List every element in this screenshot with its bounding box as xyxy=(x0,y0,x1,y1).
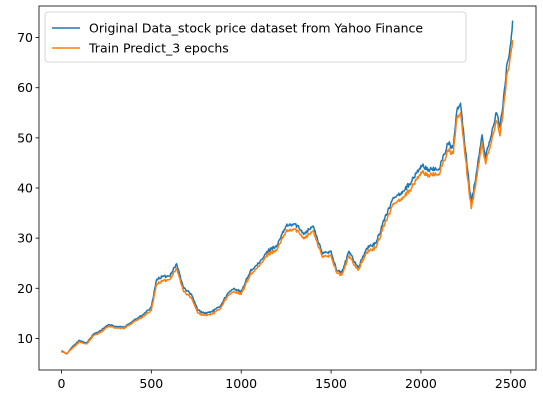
x-tick-label: 1000 xyxy=(225,376,257,391)
x-tick-label: 2000 xyxy=(405,376,437,391)
y-tick-label: 40 xyxy=(17,181,33,196)
x-axis-ticks: 0 500 1000 1500 2000 2500 xyxy=(57,370,527,391)
y-tick-label: 20 xyxy=(17,281,33,296)
y-tick-label: 30 xyxy=(17,231,33,246)
y-tick-label: 70 xyxy=(17,30,33,45)
legend-label-original-data: Original Data_stock price dataset from Y… xyxy=(89,21,423,36)
x-tick-label: 0 xyxy=(57,376,65,391)
legend-box xyxy=(44,11,467,63)
legend: Original Data_stock price dataset from Y… xyxy=(44,11,467,63)
y-axis-ticks: 10 20 30 40 50 60 70 xyxy=(17,30,39,346)
x-tick-label: 2500 xyxy=(495,376,527,391)
x-tick-label: 1500 xyxy=(315,376,347,391)
y-tick-label: 10 xyxy=(17,331,33,346)
series-line-original-data xyxy=(60,20,514,355)
series-line-train-predict xyxy=(60,40,514,355)
series-layer xyxy=(60,20,514,355)
legend-label-train-predict: Train Predict_3 epochs xyxy=(88,41,229,56)
x-tick-label: 500 xyxy=(139,376,163,391)
y-tick-label: 50 xyxy=(17,130,33,145)
y-tick-label: 60 xyxy=(17,80,33,95)
